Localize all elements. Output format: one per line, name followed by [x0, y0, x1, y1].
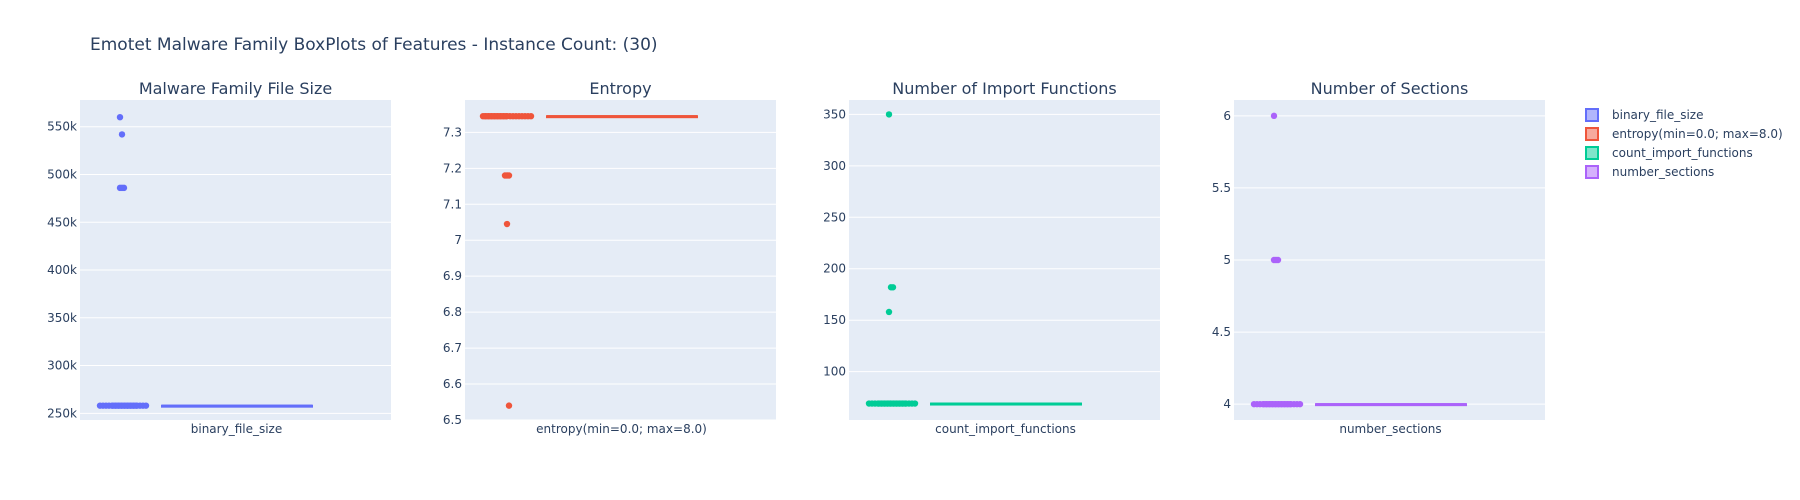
y-tick-label: 5	[1223, 253, 1231, 267]
legend-label[interactable]: entropy(min=0.0; max=8.0)	[1612, 127, 1783, 141]
legend-item[interactable]: entropy(min=0.0; max=8.0)	[1585, 127, 1783, 141]
y-tick-label: 5.5	[1212, 181, 1231, 195]
subplot-2: 6.5 6.6 6.7 6.8 6.9 7 7.1 7.2 7.3 Entropy entropy(…	[443, 79, 776, 436]
y-tick-label: 6.8	[443, 305, 462, 319]
points	[1250, 112, 1304, 408]
points	[865, 111, 919, 407]
legend-item[interactable]: binary_file_size	[1585, 108, 1704, 122]
data-point[interactable]	[527, 112, 535, 120]
y-tick-label: 500k	[47, 168, 77, 182]
y-tick-label: 6.5	[443, 413, 462, 427]
y-tick-label: 6.9	[443, 269, 462, 283]
legend-label[interactable]: number_sections	[1612, 165, 1714, 179]
subplot-title: Number of Sections	[1311, 79, 1469, 98]
y-tick-label: 200	[823, 262, 846, 276]
legend-item[interactable]: count_import_functions	[1585, 146, 1753, 160]
subplot-title: Malware Family File Size	[139, 79, 332, 98]
y-tick-label: 7.1	[443, 197, 462, 211]
y-tick-label: 6	[1223, 109, 1231, 123]
data-point[interactable]	[116, 113, 124, 121]
y-tick-label: 550k	[47, 120, 77, 134]
legend-swatch[interactable]	[1585, 127, 1599, 141]
data-point[interactable]	[889, 284, 897, 291]
data-point[interactable]	[1296, 400, 1304, 408]
data-point[interactable]	[118, 131, 126, 138]
y-tick-label: 4	[1223, 397, 1231, 411]
legend-swatch[interactable]	[1585, 146, 1599, 160]
y-tick-label: 400k	[47, 263, 77, 277]
legend-item[interactable]: number_sections	[1585, 165, 1714, 179]
subplot-3: 100 150 200 250 300 350 Number of Import Funct…	[823, 79, 1160, 436]
data-point[interactable]	[118, 184, 126, 192]
data-point[interactable]	[132, 402, 140, 409]
y-tick-label: 150	[823, 313, 846, 327]
y-tick-label: 6.7	[443, 341, 462, 355]
legend[interactable]: binary_file_size entropy(min=0.0; max=8.0…	[1585, 108, 1783, 179]
x-tick-label: binary_file_size	[191, 422, 283, 436]
plot-area	[465, 100, 776, 420]
legend-label[interactable]: count_import_functions	[1612, 146, 1753, 160]
plot-area	[849, 100, 1160, 420]
data-point[interactable]	[901, 400, 909, 407]
data-point[interactable]	[885, 308, 893, 316]
y-tick-label: 7.2	[443, 161, 462, 175]
data-point[interactable]	[142, 402, 150, 409]
x-tick-label: entropy(min=0.0; max=8.0)	[536, 422, 707, 436]
y-tick-label: 250	[823, 210, 846, 224]
data-point[interactable]	[503, 220, 511, 228]
y-tick-label: 7	[454, 233, 462, 247]
y-tick-label: 350	[823, 107, 846, 121]
data-point[interactable]	[505, 402, 513, 409]
legend-swatch[interactable]	[1585, 108, 1599, 122]
y-tick-label: 250k	[47, 406, 77, 420]
subplot-1: 250k 300k 350k 400k 450k 500k 550k Malware Fami…	[47, 79, 391, 436]
figure-title: Emotet Malware Family BoxPlots of Featur…	[90, 35, 658, 55]
x-tick-label: number_sections	[1339, 422, 1441, 436]
legend-swatch[interactable]	[1585, 165, 1599, 179]
subplot-title: Number of Import Functions	[892, 79, 1116, 98]
data-point[interactable]	[501, 172, 509, 179]
points	[96, 113, 150, 409]
subplot-4: 4 4.5 5 5.5 6 Number of Sections number_sectio…	[1212, 79, 1545, 436]
y-tick-label: 300k	[47, 359, 77, 373]
legend-label[interactable]: binary_file_size	[1612, 108, 1704, 122]
y-tick-label: 4.5	[1212, 325, 1231, 339]
data-point[interactable]	[1286, 400, 1294, 408]
data-point[interactable]	[911, 400, 919, 407]
data-point[interactable]	[885, 111, 893, 118]
x-tick-label: count_import_functions	[935, 422, 1076, 436]
subplot-title: Entropy	[589, 79, 651, 98]
y-tick-label: 450k	[47, 215, 77, 229]
y-tick-label: 100	[823, 365, 846, 379]
data-point[interactable]	[1270, 256, 1278, 264]
y-tick-label: 6.6	[443, 377, 462, 391]
data-point[interactable]	[502, 112, 510, 120]
points	[479, 112, 535, 409]
y-tick-label: 7.3	[443, 125, 462, 139]
y-tick-label: 350k	[47, 311, 77, 325]
data-point[interactable]	[1270, 112, 1278, 120]
subplots: 250k 300k 350k 400k 450k 500k 550k Malware Fami…	[47, 79, 1545, 436]
plot-area	[80, 100, 391, 420]
y-tick-label: 300	[823, 159, 846, 173]
